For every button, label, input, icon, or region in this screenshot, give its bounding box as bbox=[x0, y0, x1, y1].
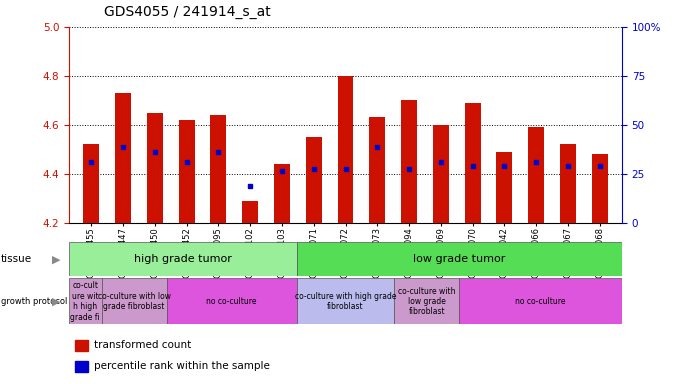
Text: high grade tumor: high grade tumor bbox=[134, 254, 232, 264]
Text: low grade tumor: low grade tumor bbox=[413, 254, 506, 264]
Bar bbox=[338, 76, 353, 223]
Bar bbox=[179, 120, 195, 223]
Text: no co-culture: no co-culture bbox=[207, 297, 257, 306]
Text: percentile rank within the sample: percentile rank within the sample bbox=[94, 361, 270, 371]
Bar bbox=[464, 103, 480, 223]
Bar bbox=[167, 278, 296, 324]
Bar bbox=[75, 361, 88, 372]
Bar bbox=[115, 93, 131, 223]
Bar bbox=[433, 125, 448, 223]
Bar bbox=[69, 278, 102, 324]
Bar bbox=[274, 164, 290, 223]
Bar bbox=[395, 278, 460, 324]
Text: GDS4055 / 241914_s_at: GDS4055 / 241914_s_at bbox=[104, 5, 270, 19]
Bar bbox=[296, 242, 622, 276]
Text: transformed count: transformed count bbox=[94, 339, 191, 349]
Bar bbox=[69, 242, 296, 276]
Bar bbox=[401, 100, 417, 223]
Text: co-culture with
low grade
fibroblast: co-culture with low grade fibroblast bbox=[398, 286, 455, 316]
Bar bbox=[460, 278, 622, 324]
Bar bbox=[496, 152, 512, 223]
Bar bbox=[211, 115, 227, 223]
Text: no co-culture: no co-culture bbox=[515, 297, 566, 306]
Text: co-cult
ure wit
h high
grade fi: co-cult ure wit h high grade fi bbox=[70, 281, 100, 321]
Text: tissue: tissue bbox=[1, 254, 32, 264]
Bar bbox=[560, 144, 576, 223]
Bar bbox=[102, 278, 167, 324]
Bar bbox=[147, 113, 163, 223]
Text: co-culture with high grade
fibroblast: co-culture with high grade fibroblast bbox=[295, 292, 396, 311]
Bar bbox=[243, 201, 258, 223]
Text: ▶: ▶ bbox=[52, 254, 60, 264]
Bar bbox=[306, 137, 322, 223]
Bar bbox=[528, 127, 544, 223]
Text: co-culture with low
grade fibroblast: co-culture with low grade fibroblast bbox=[97, 292, 171, 311]
Bar bbox=[369, 118, 385, 223]
Bar bbox=[591, 154, 607, 223]
Bar bbox=[296, 278, 395, 324]
Text: growth protocol: growth protocol bbox=[1, 297, 67, 306]
Text: ▶: ▶ bbox=[52, 296, 60, 306]
Bar bbox=[75, 340, 88, 351]
Bar bbox=[84, 144, 100, 223]
